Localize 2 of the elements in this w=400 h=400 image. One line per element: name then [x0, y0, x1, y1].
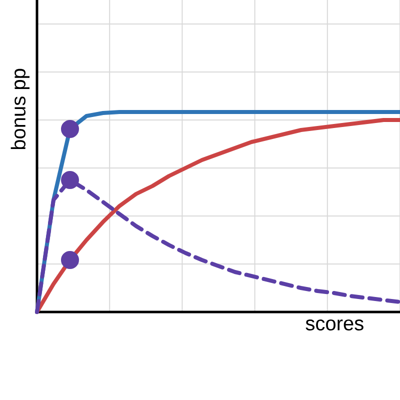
x-axis-title: scores — [306, 320, 364, 330]
y-axis-title: bonus pp — [10, 68, 30, 150]
